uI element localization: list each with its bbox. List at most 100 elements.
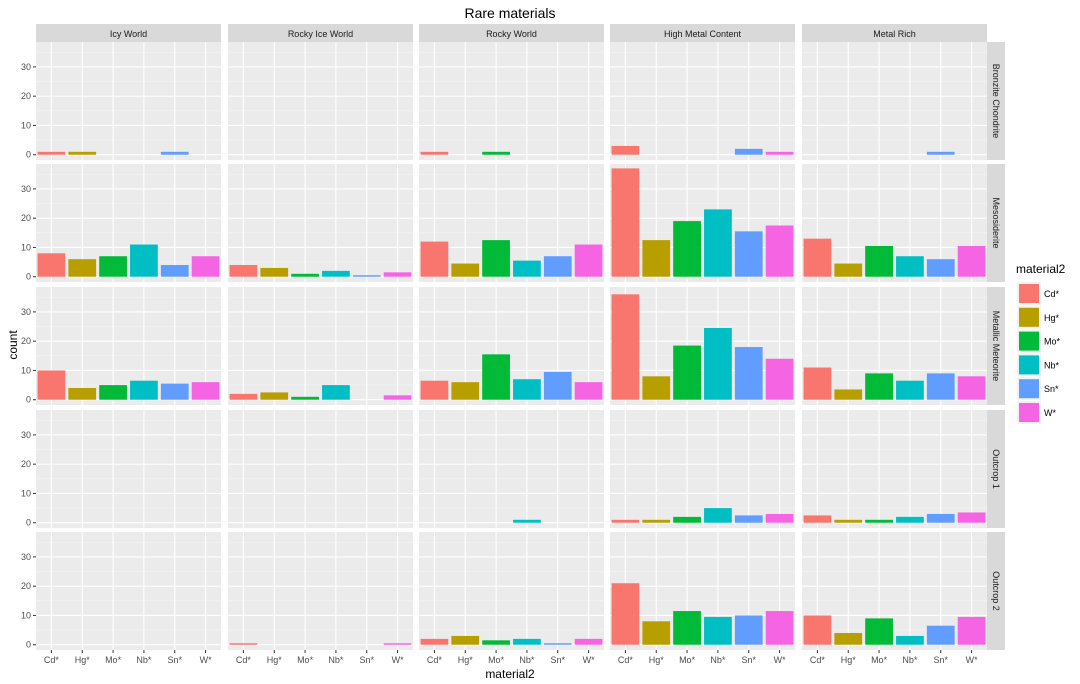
panel-metal-rich-bronzite-chondrite [802,42,987,160]
legend-swatch [1019,355,1039,375]
bar-w [574,244,603,277]
facet-row-strip-bronzite-chondrite: Bronzite Chondrite [987,42,1005,160]
y-tick-label: 30 [21,62,31,72]
bar-hg [68,388,97,400]
bar-mo [291,273,319,277]
legend-label: Mo* [1044,337,1061,347]
y-tick-label: 20 [21,581,31,591]
legend-item-cd: Cd* [1017,282,1060,305]
bar-w [957,245,986,277]
bar-w [574,638,603,645]
bar-hg [642,621,671,645]
bar-w [957,376,986,400]
bar-w [383,643,412,645]
bar-cd [611,168,640,277]
facet-column-strip-metal-rich: Metal Rich [802,24,987,42]
y-tick-label: 20 [21,91,31,101]
x-tick-label: Mo* [871,655,888,665]
bar-cd [803,367,832,400]
x-tick-label: Cd* [618,655,634,665]
bar-hg [68,259,97,277]
bar-mo [482,240,510,277]
chart-title: Rare materials [464,5,555,21]
legend-swatch [1019,403,1039,422]
facet-row-label: Bronzite Chondrite [991,64,1001,139]
y-tick-label: 10 [21,365,31,375]
panel-high-metal-content-outcrop-1 [610,410,795,528]
bar-nb [130,380,158,400]
legend-title: material2 [1016,262,1066,276]
bar-cd [803,615,832,645]
bar-mo [482,151,510,155]
panel-rocky-ice-world-outcrop-2 [228,532,413,650]
bar-w [765,358,794,400]
bar-sn [734,615,763,645]
x-tick-label: Nb* [136,655,152,665]
y-tick-label: 20 [21,213,31,223]
x-tick-label: Sn* [359,655,374,665]
y-axis-title: count [6,330,20,360]
y-tick-label: 0 [26,272,31,282]
panel-rocky-ice-world-mesosiderite [228,164,413,282]
x-axis-title: material2 [485,667,535,681]
bar-cd [229,643,258,645]
panel-icy-world-mesosiderite [36,164,221,282]
bar-sn [926,373,955,400]
bar-cd [803,515,832,523]
bar-cd [37,253,66,277]
bar-nb [704,327,732,400]
x-tick-label: Nb* [328,655,344,665]
panel-icy-world-metallic-meteorite [36,287,221,405]
bar-hg [642,376,671,400]
bar-mo [291,396,319,400]
bar-cd [420,241,449,277]
panel-rocky-world-metallic-meteorite [419,287,604,405]
facet-row-strip-outcrop-2: Outcrop 2 [987,532,1005,650]
facet-row-label: Outcrop 1 [991,449,1001,489]
bar-hg [68,151,97,155]
bar-sn [734,347,763,400]
facet-panels: Icy World Rocky Ice World Rocky World High … [21,24,1005,665]
y-tick-label: 10 [21,610,31,620]
x-tick-label: Sn* [550,655,565,665]
bar-mo [482,640,510,645]
legend-swatch [1019,307,1039,327]
bar-sn [926,513,955,523]
bar-nb [704,508,732,523]
bar-w [191,382,220,400]
bar-cd [420,380,449,400]
x-tick-label: Cd* [427,655,443,665]
bar-sn [926,259,955,277]
x-tick-label: Mo* [105,655,122,665]
bar-cd [611,519,640,523]
facet-column-label: Rocky World [486,29,537,39]
bar-nb [322,270,350,277]
bar-cd [611,294,640,400]
y-tick-label: 0 [26,518,31,528]
bar-sn [160,151,189,155]
y-tick-label: 0 [26,640,31,650]
bar-sn [543,371,572,400]
bar-cd [420,151,449,155]
bar-mo [865,245,893,277]
bar-hg [451,263,480,277]
x-tick-label: W* [200,655,212,665]
bar-mo [673,516,701,523]
bar-cd [611,583,640,645]
panel-high-metal-content-metallic-meteorite [610,287,795,405]
bar-nb [322,385,350,400]
legend-swatch [1019,284,1039,303]
bar-nb [130,244,158,277]
bar-cd [803,238,832,277]
legend-swatch [1019,379,1039,399]
bar-sn [734,148,763,155]
y-tick-label: 0 [26,395,31,405]
y-tick-label: 30 [21,552,31,562]
x-tick-label: W* [583,655,595,665]
bar-sn [734,231,763,277]
facet-row-strip-outcrop-1: Outcrop 1 [987,410,1005,528]
bar-hg [834,519,863,523]
bar-nb [513,260,541,277]
bar-hg [451,635,480,645]
y-tick-label: 0 [26,150,31,160]
